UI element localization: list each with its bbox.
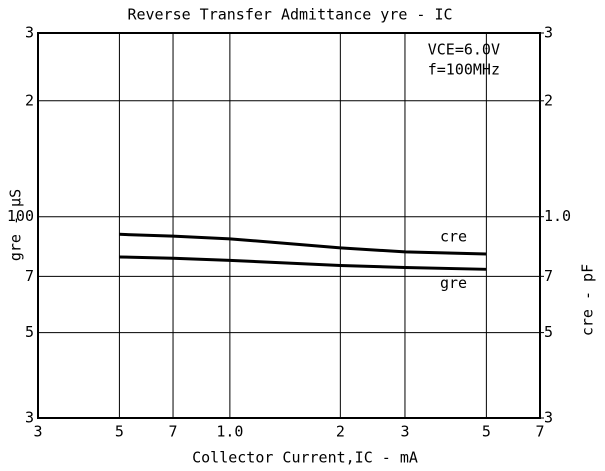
y-tick-label: 3 bbox=[25, 24, 34, 42]
x-tick-label: 5 bbox=[482, 423, 491, 441]
annotation: VCE=6.0V bbox=[428, 41, 500, 59]
y2-tick-label: 3 bbox=[544, 409, 553, 427]
y2-axis-label: cre - pF bbox=[579, 264, 597, 336]
y-tick-label: 2 bbox=[25, 91, 34, 109]
y2-tick-label: 3 bbox=[544, 24, 553, 42]
y-tick-label: 7 bbox=[25, 267, 34, 285]
x-tick-label: 5 bbox=[115, 423, 124, 441]
chart-title: Reverse Transfer Admittance yre - IC bbox=[127, 6, 452, 24]
y2-tick-label: 1.0 bbox=[544, 207, 571, 225]
y-tick-label: 3 bbox=[25, 409, 34, 427]
y-tick-label: 100 bbox=[7, 207, 34, 225]
x-axis-label: Collector Current,IC - mA bbox=[192, 449, 418, 467]
y-axis-label: gre - µS bbox=[7, 189, 25, 261]
x-tick-label: 3 bbox=[400, 423, 409, 441]
x-tick-label: 7 bbox=[169, 423, 178, 441]
y2-tick-label: 7 bbox=[544, 267, 553, 285]
x-tick-label: 1.0 bbox=[216, 423, 243, 441]
x-tick-label: 7 bbox=[535, 423, 544, 441]
y-tick-label: 5 bbox=[25, 323, 34, 341]
y2-tick-label: 5 bbox=[544, 323, 553, 341]
annotation: f=100MHz bbox=[428, 61, 500, 79]
plot-frame bbox=[37, 32, 541, 419]
series-label: gre bbox=[440, 274, 467, 292]
series-line bbox=[119, 232, 487, 256]
series-line bbox=[119, 255, 487, 271]
x-tick-label: 2 bbox=[336, 423, 345, 441]
series-label: cre bbox=[440, 228, 467, 246]
y2-tick-label: 2 bbox=[544, 91, 553, 109]
x-tick-label: 3 bbox=[33, 423, 42, 441]
